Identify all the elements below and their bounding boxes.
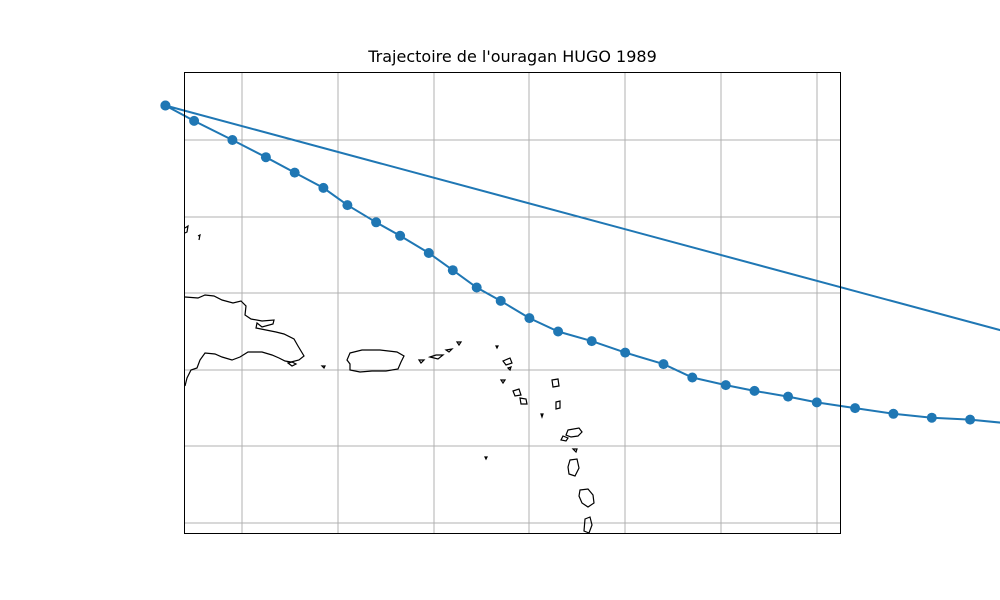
coastline-st-lucia [583,516,593,534]
track-line [164,104,1000,424]
hurricane-track [160,100,1000,425]
coastline-islet [417,359,426,364]
coastline-dominica [567,458,580,477]
track-point [318,182,329,193]
track-point [395,230,406,241]
coastline-islet [499,379,507,385]
coastline-islet [484,456,488,461]
track-point [227,135,238,145]
track-point [289,167,300,178]
track-point [658,359,669,370]
track-point [189,115,200,126]
track-point [524,313,535,324]
coastline-martinique [578,488,595,508]
coastline-islet [540,413,544,419]
track-point [160,100,171,111]
coastline-islet [512,388,522,397]
coastline-islet [502,357,513,366]
coastline-islet [571,448,578,454]
coastline-islet [551,378,560,388]
track-point [423,248,434,258]
coastline-islet [506,366,512,372]
coastline-hispaniola [184,294,305,387]
coastline-islet [320,365,326,370]
track-point [371,217,382,228]
map-frame [184,72,841,534]
coastline-islet [455,341,463,347]
track-point [811,397,822,408]
track-point [620,347,631,358]
track-point [720,380,731,391]
track-point [586,336,597,347]
coastline-virgin-islands [427,354,445,360]
track-point [342,200,353,211]
gridlines [185,73,840,533]
coastlines [184,224,595,534]
track-point [783,391,794,402]
track-point [553,326,564,337]
track-point [260,152,271,163]
coastline-cuba-edge [184,224,189,234]
coastline-islet [519,397,528,405]
track-point [965,414,976,425]
track-point [471,282,482,293]
coastline-islet [197,233,201,241]
track-point [495,295,506,306]
coastline-guadeloupe [560,435,569,442]
coastline-islet [495,345,499,350]
coastline-islet [286,361,298,367]
track-point [687,372,698,383]
track-point [850,403,861,414]
map-title: Trajectoire de l'ouragan HUGO 1989 [368,47,657,66]
coastline-guadeloupe [565,427,583,438]
coastline-puerto-rico [346,349,405,373]
coastline-virgin-islands [444,348,454,353]
track-point [447,265,458,276]
coastline-islet [555,400,561,410]
track-point [749,385,760,396]
track-point [888,408,899,419]
track-point [926,412,937,423]
